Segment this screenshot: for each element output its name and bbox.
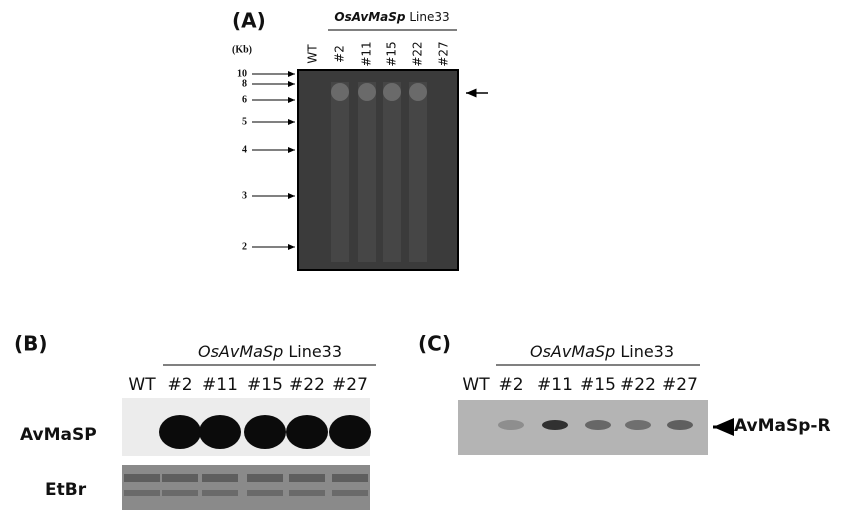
lane-label: #11 xyxy=(360,41,374,66)
etbr-band xyxy=(202,490,238,496)
size-marker: 10 xyxy=(237,68,247,79)
etbr-band xyxy=(289,490,325,496)
panel-label: (C) xyxy=(418,332,451,356)
band xyxy=(542,420,568,430)
header-rest: Line33 xyxy=(620,342,674,361)
lane-label: #27 xyxy=(332,375,368,395)
lane-label: #22 xyxy=(411,41,425,66)
etbr-gel xyxy=(122,465,370,510)
smear xyxy=(358,82,376,262)
lane-label: #11 xyxy=(537,375,573,395)
band xyxy=(498,420,524,430)
panel-header: OsAvMaSp Line33 xyxy=(334,10,449,24)
panel-header: OsAvMaSp Line33 xyxy=(530,342,674,361)
smear xyxy=(409,82,427,262)
etbr-band xyxy=(289,474,325,482)
unit-label: (Kb) xyxy=(232,44,252,55)
panel-label: (A) xyxy=(232,9,266,33)
size-marker: 4 xyxy=(242,144,247,155)
size-marker: 8 xyxy=(242,78,247,89)
band xyxy=(331,83,349,101)
band xyxy=(625,420,651,430)
etbr-band xyxy=(247,490,283,496)
band xyxy=(329,415,371,449)
band xyxy=(199,415,241,449)
gel-bands xyxy=(331,82,427,262)
header-italic: OsAvMaSp xyxy=(530,342,615,361)
lane-label: #22 xyxy=(620,375,656,395)
band xyxy=(159,415,201,449)
band xyxy=(286,415,328,449)
lane-label: #15 xyxy=(580,375,616,395)
lane-label: #2 xyxy=(333,45,347,63)
etbr-band xyxy=(332,490,368,496)
header-italic: OsAvMaSp xyxy=(334,10,405,24)
lane-label: #27 xyxy=(437,41,451,66)
band xyxy=(244,415,286,449)
lane-label: #27 xyxy=(662,375,698,395)
etbr-band xyxy=(162,474,198,482)
etbr-band xyxy=(332,474,368,482)
band xyxy=(667,420,693,430)
lane-label: #2 xyxy=(498,375,523,395)
band xyxy=(585,420,611,430)
row-label: AvMaSP xyxy=(20,425,97,445)
etbr-band xyxy=(202,474,238,482)
lane-label: #15 xyxy=(247,375,283,395)
lane-label: #22 xyxy=(289,375,325,395)
size-marker: 2 xyxy=(242,241,247,252)
header-italic: OsAvMaSp xyxy=(198,342,283,361)
etbr-band xyxy=(124,490,160,496)
band-label: AvMaSp-R xyxy=(734,416,831,436)
smear xyxy=(331,82,349,262)
size-marker: 3 xyxy=(242,190,247,201)
lane-label: #11 xyxy=(202,375,238,395)
lane-label: WT xyxy=(128,375,156,395)
etbr-band xyxy=(162,490,198,496)
row-label: EtBr xyxy=(45,480,87,500)
lane-label: #2 xyxy=(167,375,192,395)
lane-label: WT xyxy=(306,44,320,64)
panel-label: (B) xyxy=(14,332,48,356)
lane-label: WT xyxy=(462,375,490,395)
etbr-band xyxy=(247,474,283,482)
blot xyxy=(458,400,708,455)
lane-label: #15 xyxy=(385,41,399,66)
band xyxy=(383,83,401,101)
size-marker: 5 xyxy=(242,116,247,127)
etbr-band xyxy=(124,474,160,482)
band xyxy=(409,83,427,101)
smear xyxy=(383,82,401,262)
header-rest: Line33 xyxy=(288,342,342,361)
size-marker: 6 xyxy=(242,94,247,105)
band xyxy=(358,83,376,101)
header-rest: Line33 xyxy=(409,10,449,24)
gel xyxy=(297,69,459,271)
panel-header: OsAvMaSp Line33 xyxy=(198,342,342,361)
